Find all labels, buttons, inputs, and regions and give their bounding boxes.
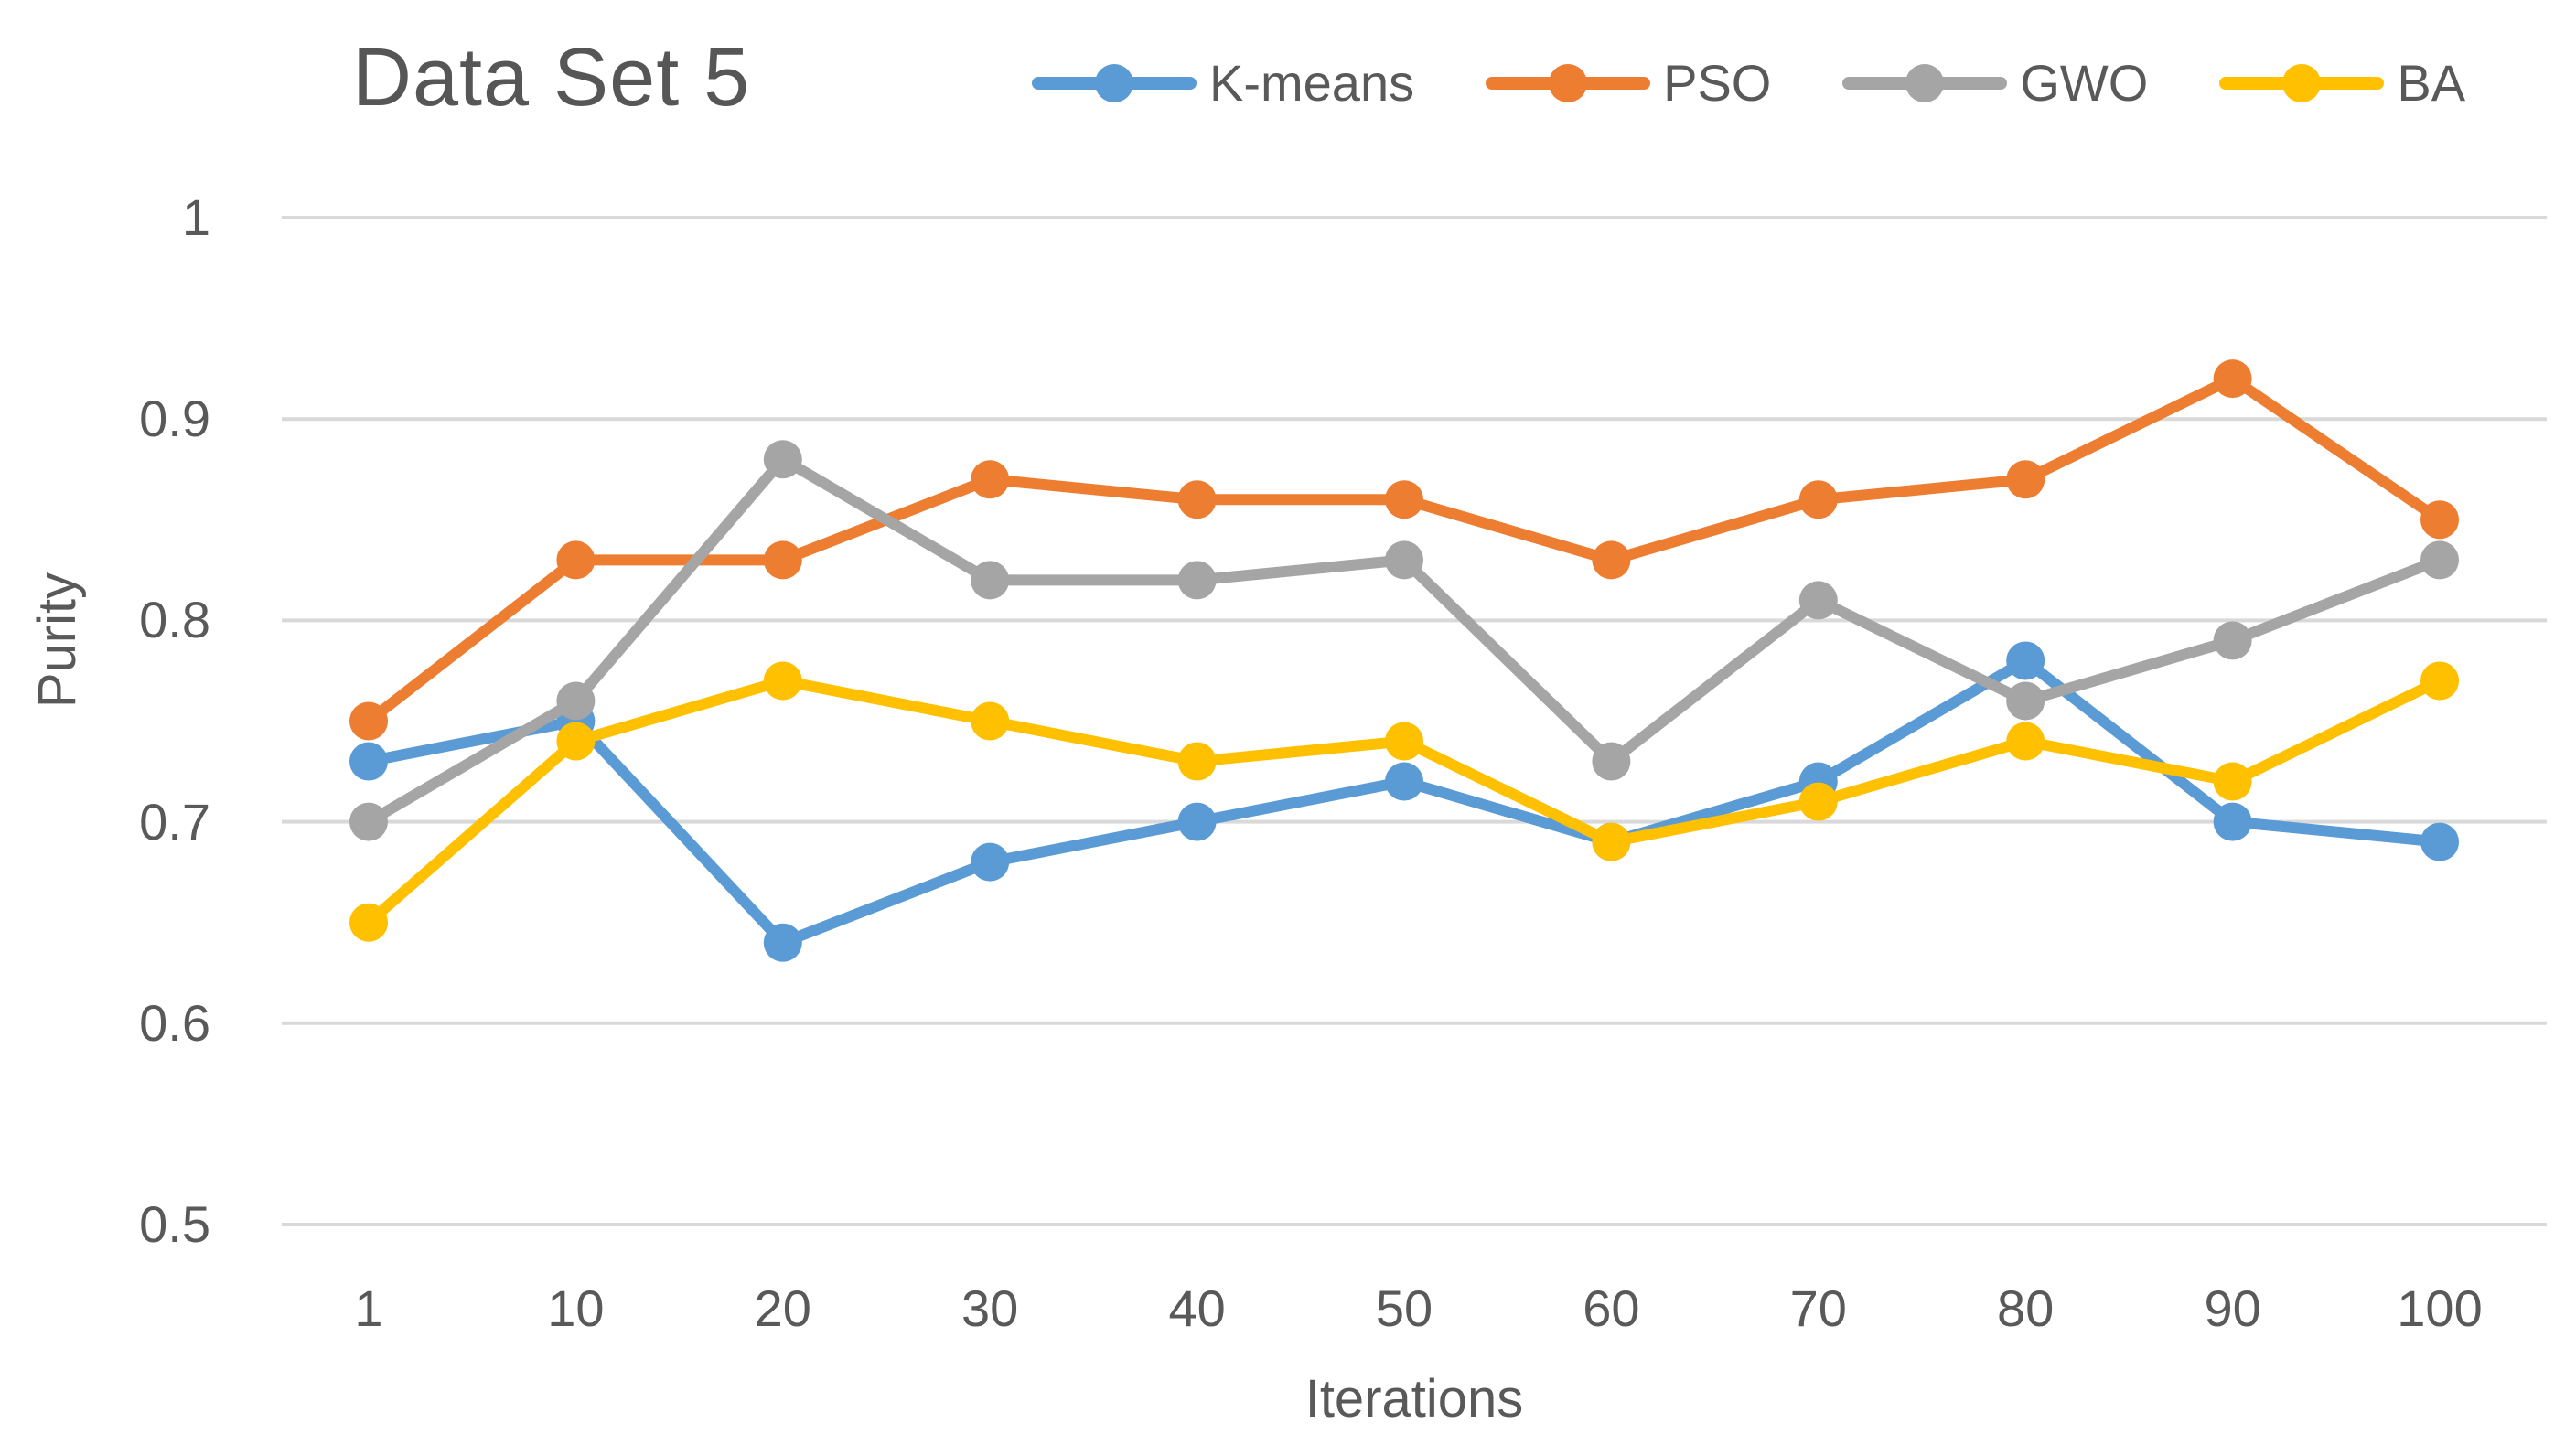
data-point-k-means xyxy=(2213,802,2252,841)
chart-title: Data Set 5 xyxy=(352,32,751,123)
data-point-pso xyxy=(1798,480,1838,519)
data-point-ba xyxy=(2213,762,2252,801)
data-point-ba xyxy=(2420,661,2459,701)
data-point-ba xyxy=(2006,722,2045,761)
data-point-ba xyxy=(1385,722,1423,761)
data-point-ba xyxy=(763,661,802,701)
x-tick-label: 1 xyxy=(354,1279,383,1337)
y-tick-label: 0.6 xyxy=(139,993,210,1052)
legend-line-marker-icon xyxy=(1486,63,1651,103)
legend-line-marker-icon xyxy=(2219,63,2385,103)
series-line-ba xyxy=(363,675,2445,928)
data-point-ba xyxy=(1592,822,1631,861)
data-point-pso xyxy=(763,540,802,580)
y-tick-label: 0.7 xyxy=(139,792,210,851)
data-point-gwo xyxy=(971,561,1010,600)
y-tick-label: 0.5 xyxy=(139,1195,210,1253)
data-point-gwo xyxy=(2006,681,2045,721)
data-point-gwo xyxy=(763,440,802,479)
legend-item-kmeans: K-means xyxy=(1032,53,1414,112)
legend-label: K-means xyxy=(1209,54,1415,112)
data-point-gwo xyxy=(556,681,596,721)
data-point-pso xyxy=(1385,480,1423,519)
legend-item-ba: BA xyxy=(2219,53,2465,112)
data-point-ba xyxy=(1798,782,1838,821)
data-point-ba xyxy=(1177,742,1217,781)
data-point-k-means xyxy=(349,742,388,781)
x-tick-label: 50 xyxy=(1375,1279,1433,1337)
legend-line-marker-icon xyxy=(1842,63,2008,103)
data-point-pso xyxy=(1592,540,1631,580)
x-tick-label: 40 xyxy=(1168,1279,1226,1337)
data-point-ba xyxy=(971,701,1010,741)
x-tick-label: 60 xyxy=(1583,1279,1640,1337)
data-point-gwo xyxy=(1177,561,1217,600)
data-point-k-means xyxy=(1177,802,1217,841)
x-tick-label: 80 xyxy=(1997,1279,2055,1337)
legend-line-marker-icon xyxy=(1032,63,1197,103)
data-point-k-means xyxy=(1385,762,1423,801)
data-point-gwo xyxy=(2420,540,2459,580)
legend-label: PSO xyxy=(1663,54,1772,112)
x-tick-label: 100 xyxy=(2397,1279,2483,1337)
legend-label: BA xyxy=(2397,54,2466,112)
data-point-k-means xyxy=(2006,641,2045,680)
data-point-pso xyxy=(349,701,388,741)
data-point-pso xyxy=(2420,500,2459,540)
x-tick-label: 90 xyxy=(2204,1279,2261,1337)
x-tick-label: 10 xyxy=(547,1279,605,1337)
data-point-pso xyxy=(1177,480,1217,519)
legend-item-gwo: GWO xyxy=(1842,53,2148,112)
data-point-gwo xyxy=(349,802,388,841)
legend-label: GWO xyxy=(2020,54,2149,112)
data-point-ba xyxy=(556,722,596,761)
legend-item-pso: PSO xyxy=(1486,53,1771,112)
data-point-k-means xyxy=(763,923,802,962)
data-point-k-means xyxy=(971,842,1010,882)
y-tick-label: 0.9 xyxy=(139,390,210,448)
legend: K-means PSO GWO BA xyxy=(1032,53,2465,112)
series-line-k-means xyxy=(363,655,2445,948)
data-point-k-means xyxy=(2420,822,2459,861)
data-point-ba xyxy=(349,903,388,942)
data-point-pso xyxy=(2006,460,2045,499)
data-point-gwo xyxy=(2213,621,2252,660)
data-point-pso xyxy=(971,460,1010,499)
x-tick-label: 30 xyxy=(961,1279,1019,1337)
data-point-gwo xyxy=(1385,540,1423,580)
data-point-pso xyxy=(2213,359,2252,399)
data-point-pso xyxy=(556,540,596,580)
x-tick-label: 20 xyxy=(754,1279,811,1337)
y-tick-label: 0.8 xyxy=(139,591,210,649)
y-tick-label: 1 xyxy=(181,188,210,246)
data-point-gwo xyxy=(1798,581,1838,620)
x-axis-title: Iterations xyxy=(1304,1369,1524,1428)
x-tick-label: 70 xyxy=(1789,1279,1847,1337)
data-point-gwo xyxy=(1592,742,1631,781)
y-axis-title: Purity xyxy=(27,572,87,709)
